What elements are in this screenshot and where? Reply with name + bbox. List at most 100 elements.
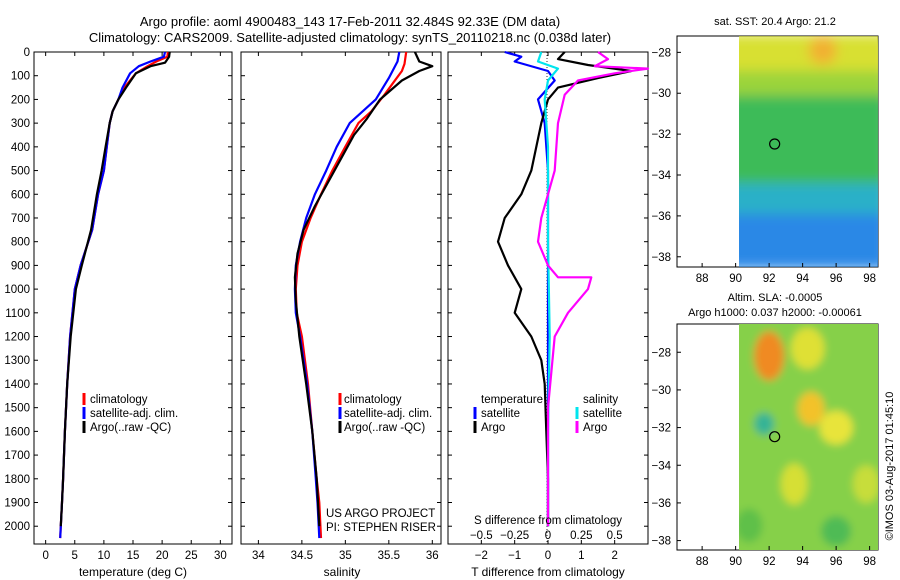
- sla-anomaly-blob: [754, 331, 785, 381]
- legend-s-argo-label: Argo: [583, 422, 607, 434]
- depth-tick-label: 2000: [4, 521, 30, 533]
- salinity-series-argo-raw-qc-: [293, 51, 434, 527]
- temperature-axis-label: temperature (deg C): [79, 565, 187, 579]
- sst-color-band: [739, 70, 878, 100]
- s-diff-tick-label: −0.25: [500, 530, 529, 542]
- sla_map-lon-label: 96: [830, 556, 843, 568]
- sst_map-lat-label: −30: [651, 88, 671, 100]
- legend-salinity-title: salinity: [583, 394, 618, 406]
- s-diff-tick-label: 0.5: [607, 530, 623, 542]
- sla-anomaly-blob: [819, 410, 853, 445]
- sst-map-title: sat. SST: 20.4 Argo: 21.2: [714, 16, 836, 28]
- salinity-plot-frame: [240, 51, 442, 545]
- sst_map-lon-label: 94: [796, 273, 809, 285]
- sst_map-lon-label: 96: [830, 273, 843, 285]
- temperature-xtick-label: 30: [214, 550, 227, 562]
- sla_map-lat-label: −28: [651, 347, 671, 359]
- depth-tick-label: 100: [11, 71, 30, 83]
- temperature-legend: climatology satellite-adj. clim. Argo(..…: [82, 393, 178, 434]
- legend-s-satellite-label: satellite: [583, 408, 622, 420]
- temperature-xtick-label: 25: [185, 550, 198, 562]
- legend-t-argo-label: Argo: [481, 422, 505, 434]
- difference-xtick-label: −2: [475, 550, 488, 562]
- temperature-xtick-label: 0: [42, 550, 48, 562]
- temperature-xtick-label: 15: [127, 550, 140, 562]
- sla_map-lat-label: −36: [651, 498, 671, 510]
- sst_map-lat-label: −34: [651, 170, 671, 182]
- sst_map-lon-label: 92: [763, 273, 776, 285]
- project-credit: US ARGO PROJECT: [326, 508, 435, 520]
- depth-tick-label: 1900: [4, 498, 30, 510]
- sla-anomaly-blob: [754, 412, 775, 436]
- depth-tick-label: 1000: [4, 284, 30, 296]
- sla_map-lat-label: −32: [651, 423, 671, 435]
- depth-tick-label: 300: [11, 118, 30, 130]
- difference-series-salinity-satellite: [536, 51, 560, 527]
- sla_map-lon-label: 88: [696, 556, 709, 568]
- sst-color-band: [739, 183, 878, 218]
- difference-series-temperature-satellite: [504, 50, 556, 527]
- sst_map-lon-label: 90: [729, 273, 742, 285]
- depth-tick-label: 200: [11, 94, 30, 106]
- difference-legend: temperature salinity satellite Argo sate…: [473, 394, 622, 434]
- legend-satellite-label: satellite-adj. clim.: [90, 408, 178, 420]
- sla-map-title-line-1: Altim. SLA: -0.0005: [728, 292, 823, 304]
- depth-tick-label: 800: [11, 237, 30, 249]
- profile-location-marker: [769, 138, 781, 150]
- sst-color-band: [739, 213, 878, 267]
- temperature-series-argo-raw-qc-: [59, 51, 171, 527]
- sst_map-lon-label: 98: [863, 273, 876, 285]
- title-line-1: Argo profile: aoml 4900483_143 17-Feb-20…: [139, 14, 561, 29]
- sla_map-lat-label: −30: [651, 385, 671, 397]
- salinity-xtick-label: 35: [339, 550, 352, 562]
- depth-tick-label: 600: [11, 189, 30, 201]
- sla_map-lat-label: −38: [651, 536, 671, 548]
- salinity-xtick-label: 35.5: [378, 550, 400, 562]
- depth-tick-label: 700: [11, 213, 30, 225]
- legend-t-satellite-label: satellite: [481, 408, 520, 420]
- profile-location-marker: [769, 431, 781, 443]
- sst-color-band: [739, 36, 878, 75]
- legend-argo-label: Argo(..raw -QC): [344, 422, 425, 434]
- s-difference-axis-label: S difference from climatology: [474, 515, 622, 527]
- salinity-axis-label: salinity: [324, 565, 361, 579]
- sst_map-lat-label: −36: [651, 211, 671, 223]
- depth-tick-label: 400: [11, 142, 30, 154]
- depth-tick-label: 500: [11, 166, 30, 178]
- salinity-xtick-label: 34: [252, 550, 265, 562]
- sla-anomaly-blob: [821, 516, 852, 547]
- difference-xtick-label: 0: [545, 550, 551, 562]
- sla-anomaly-blob: [780, 463, 808, 505]
- depth-tick-label: 1400: [4, 379, 30, 391]
- salinity-series-satellite-adj-clim-: [293, 51, 401, 539]
- title-line-2: Climatology: CARS2009. Satellite-adjuste…: [88, 30, 612, 45]
- depth-tick-label: 1300: [4, 355, 30, 367]
- salinity-series-climatology: [294, 51, 408, 539]
- sla_map-lon-label: 98: [863, 556, 876, 568]
- depth-tick-label: 1600: [4, 426, 30, 438]
- difference-xtick-label: 2: [611, 550, 617, 562]
- legend-temperature-title: temperature: [481, 394, 543, 406]
- legend-climatology-label: climatology: [344, 394, 402, 406]
- depth-tick-label: 1700: [4, 450, 30, 462]
- sla-anomaly-blob: [797, 391, 825, 426]
- t-difference-axis-label: T difference from climatology: [471, 565, 625, 579]
- pi-credit: PI: STEPHEN RISER: [326, 522, 436, 534]
- legend-argo-label: Argo(..raw -QC): [90, 422, 171, 434]
- sst_map-lon-label: 88: [696, 273, 709, 285]
- sla_map-lat-label: −34: [651, 460, 671, 472]
- temperature-series-climatology: [59, 51, 169, 539]
- legend-satellite-label: satellite-adj. clim.: [344, 408, 432, 420]
- depth-tick-label: 0: [24, 47, 30, 59]
- sla-anomaly-blob: [739, 508, 763, 543]
- s-diff-tick-label: −0.5: [470, 530, 493, 542]
- depth-tick-label: 1100: [5, 308, 30, 320]
- difference-xtick-label: 1: [578, 550, 584, 562]
- temperature-xtick-label: 5: [72, 550, 78, 562]
- difference-xtick-label: −1: [508, 550, 521, 562]
- sst-color-band: [739, 95, 878, 188]
- salinity-legend: climatology satellite-adj. clim. Argo(..…: [338, 393, 432, 434]
- salinity-xtick-label: 36: [426, 550, 439, 562]
- sst-warm-patch: [808, 36, 837, 65]
